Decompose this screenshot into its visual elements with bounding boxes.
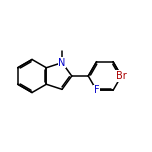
Text: Br: Br [116,71,127,81]
Text: N: N [58,58,66,68]
Text: F: F [94,85,99,95]
